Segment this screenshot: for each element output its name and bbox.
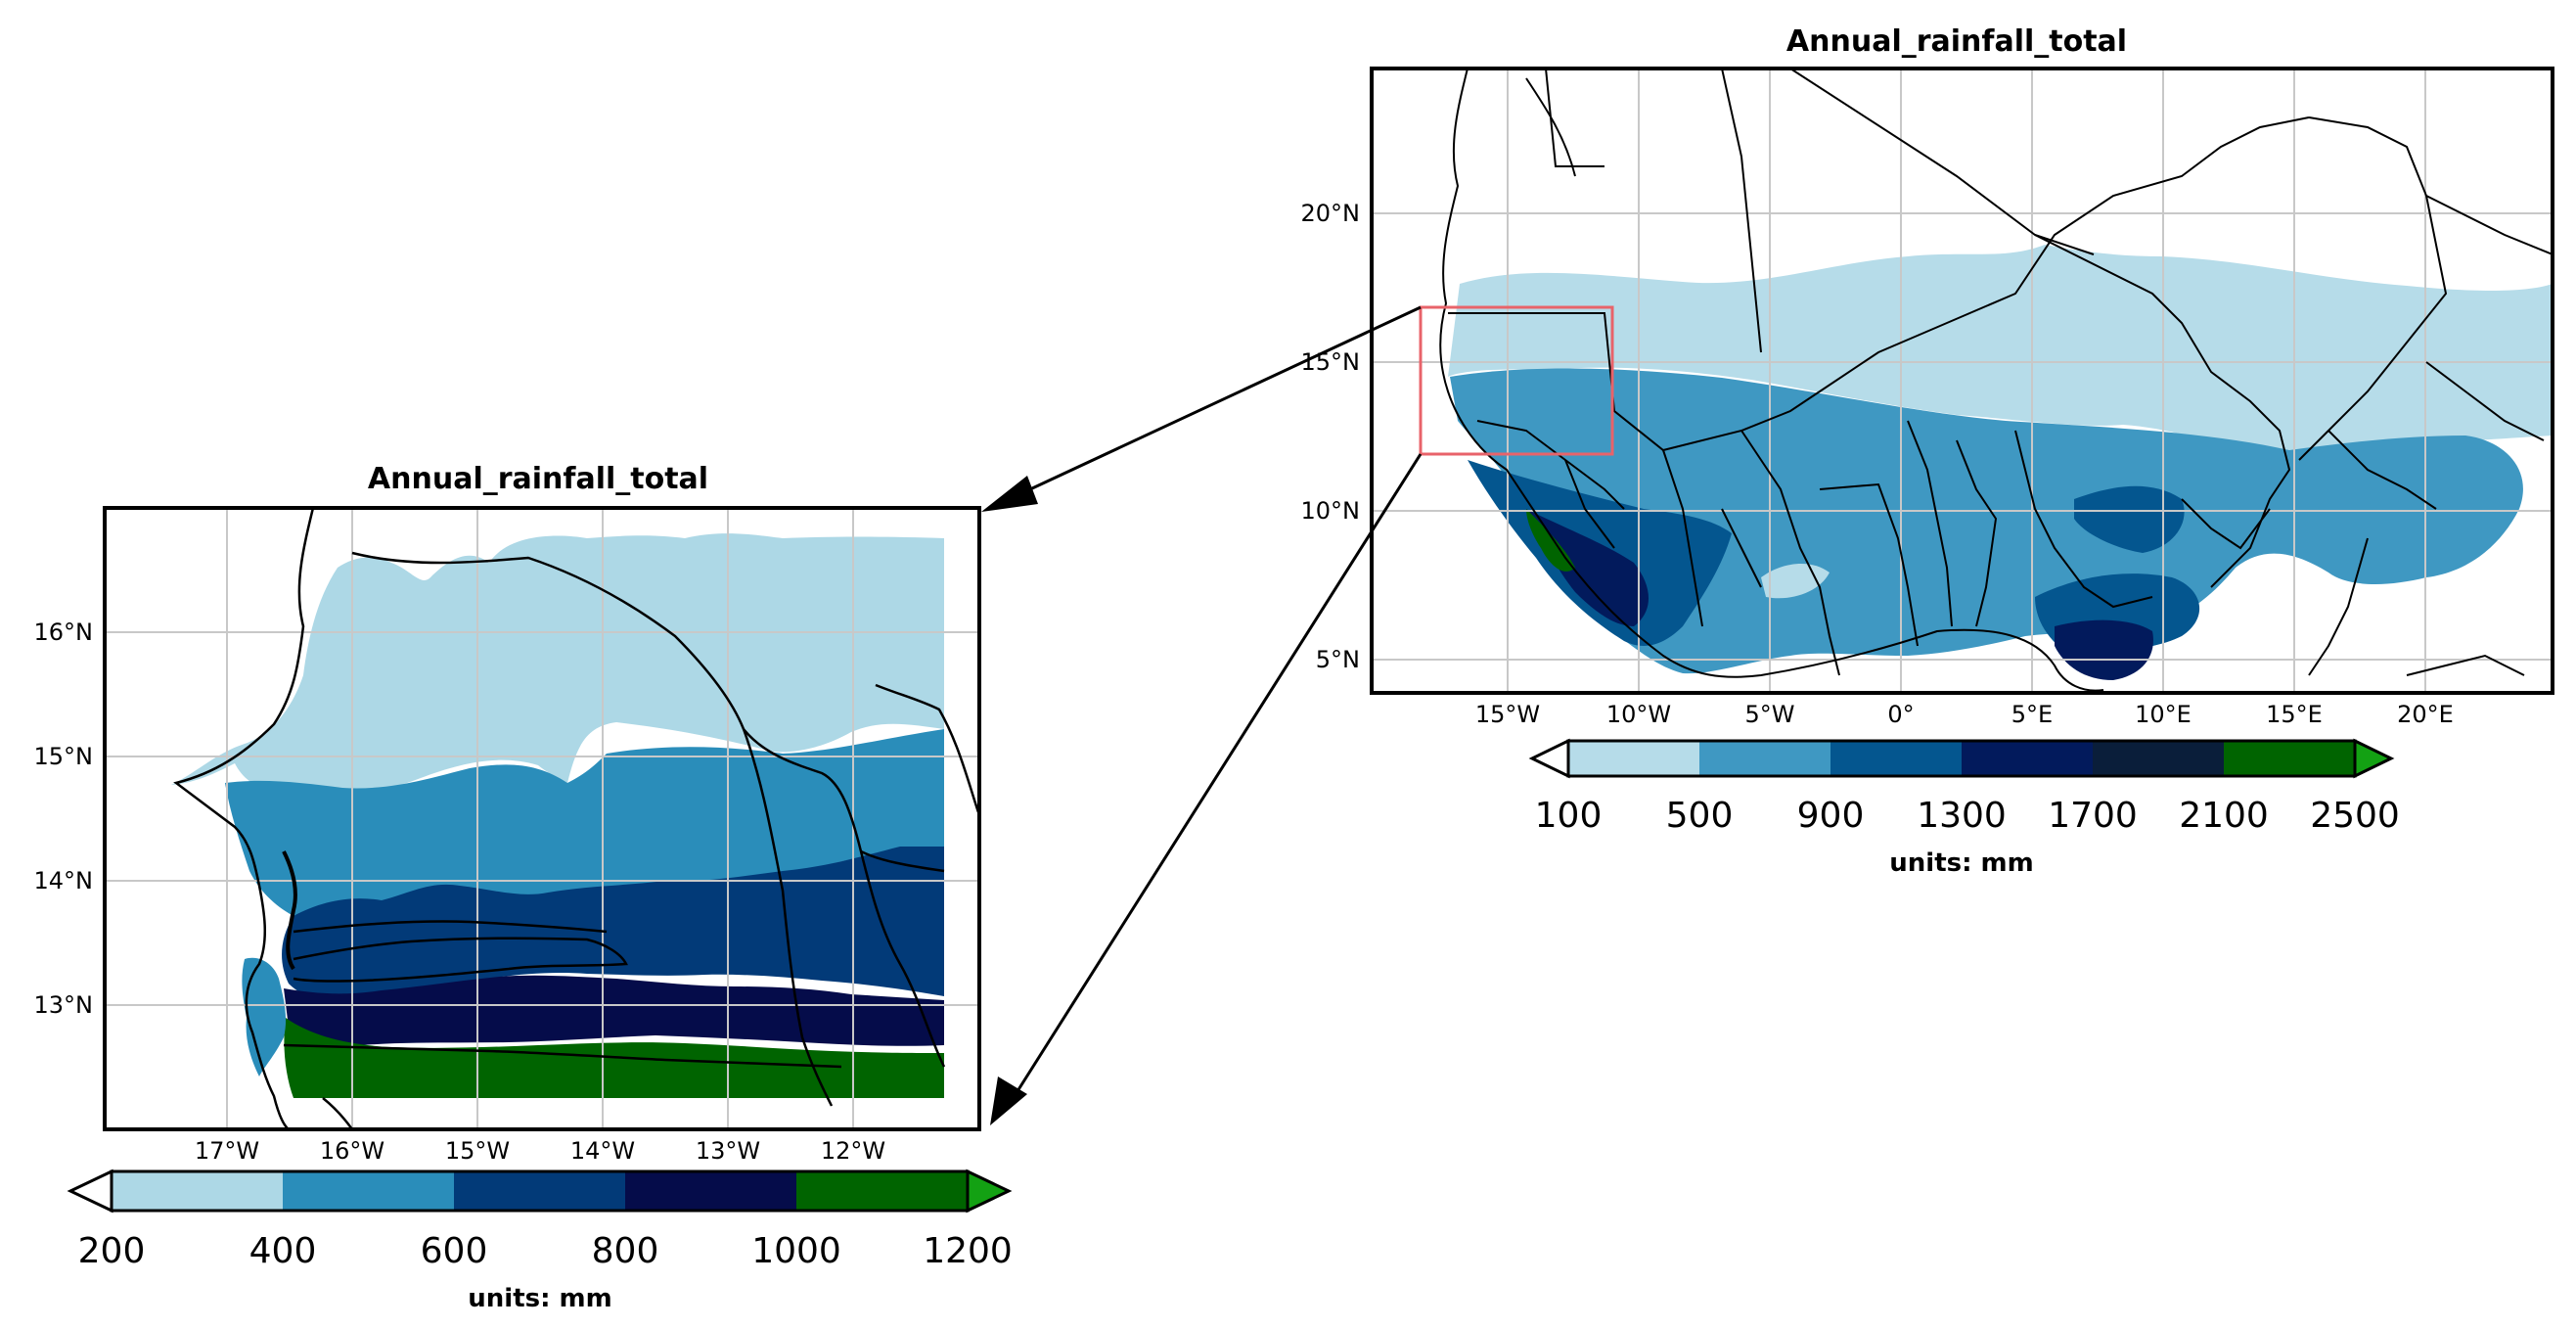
connector-arrows — [981, 305, 1423, 1125]
overview-map-plot — [1370, 67, 2554, 695]
detail-lon-label: 13°W — [696, 1137, 760, 1165]
overview-colorbar-tick: 500 — [1666, 796, 1734, 836]
overview-colorbar-bin — [1568, 741, 1699, 776]
overview-lat-label: 15°N — [1301, 348, 1361, 376]
overview-lon-label: 15°E — [2266, 701, 2323, 728]
detail-lon-label: 17°W — [195, 1137, 259, 1165]
overview-colorbar-bin — [2224, 741, 2355, 776]
detail-lon-label: 16°W — [320, 1137, 384, 1165]
connector-line-top — [1017, 305, 1422, 497]
detail-colorbar-tick: 800 — [592, 1231, 659, 1271]
detail-colorbar-tick: 400 — [249, 1231, 317, 1271]
detail-river — [282, 850, 297, 971]
detail-colorbar — [67, 1169, 1013, 1214]
overview-map-title: Annual_rainfall_total — [1786, 24, 2127, 59]
detail-colorbar-bin — [796, 1171, 968, 1211]
overview-lat-label: 5°N — [1316, 646, 1360, 673]
overview-colorbar-tick: 2500 — [2310, 796, 2400, 836]
connector-arrowhead-top — [981, 476, 1038, 512]
detail-band-200-400 — [171, 533, 944, 800]
detail-lon-label: 15°W — [445, 1137, 510, 1165]
detail-colorbar-bin — [625, 1171, 796, 1211]
overview-lat-label: 10°N — [1301, 497, 1361, 525]
detail-map-plot — [103, 506, 981, 1131]
overview-lat-labels: 20°N 15°N 10°N 5°N — [1301, 200, 1361, 673]
overview-band-500-900 — [1450, 368, 2523, 674]
detail-colorbar-max-arrow — [966, 1169, 1013, 1214]
overview-lon-label: 0° — [1887, 701, 1914, 728]
inset-region-box — [1419, 305, 1614, 456]
detail-map-title: Annual_rainfall_total — [368, 462, 708, 496]
detail-coastal-strip — [242, 957, 287, 1077]
overview-band-900-1300-b — [2074, 485, 2185, 553]
detail-colorbar-tick: 1000 — [751, 1231, 841, 1271]
detail-colorbar-units: units: mm — [468, 1284, 611, 1313]
overview-colorbar — [1528, 738, 2395, 779]
overview-grid — [1372, 69, 2553, 693]
detail-lat-label: 14°N — [34, 867, 94, 894]
connector-arrowhead-bottom — [990, 1077, 1027, 1125]
overview-lat-label: 20°N — [1301, 200, 1361, 227]
overview-colorbar-tick: 1300 — [1917, 796, 2007, 836]
overview-colorbar-bin — [1962, 741, 2093, 776]
overview-map-frame — [1370, 67, 2554, 695]
detail-band-400-600 — [225, 729, 944, 916]
detail-lon-labels: 17°W 16°W 15°W 14°W 13°W 12°W — [195, 1137, 885, 1165]
overview-colorbar-bin — [1830, 741, 1962, 776]
connector-line-bottom — [1016, 453, 1423, 1092]
overview-colorbar-tick: 100 — [1535, 796, 1603, 836]
overview-lon-label: 20°E — [2397, 701, 2454, 728]
detail-band-600-800 — [282, 847, 944, 1001]
detail-borders — [173, 508, 979, 1129]
detail-lon-label: 14°W — [570, 1137, 635, 1165]
detail-colorbar-bin — [112, 1171, 283, 1211]
detail-colorbar-bin — [454, 1171, 625, 1211]
detail-colorbar-ticks: 200 400 600 800 1000 1200 — [78, 1231, 1013, 1271]
detail-map-frame — [103, 506, 981, 1131]
overview-lon-label: 10°E — [2135, 701, 2192, 728]
detail-colorbar-bin — [283, 1171, 454, 1211]
overview-colorbar-bin — [2093, 741, 2224, 776]
detail-band-800-1000 — [284, 975, 944, 1046]
overview-borders — [1439, 69, 2553, 692]
detail-colorbar-tick: 600 — [421, 1231, 488, 1271]
overview-colorbar-tick: 2100 — [2179, 796, 2269, 836]
detail-grid — [105, 508, 979, 1129]
overview-lon-label: 15°W — [1475, 701, 1540, 728]
overview-colorbar-ticks: 100 500 900 1300 1700 2100 2500 — [1535, 796, 2400, 836]
detail-colorbar-tick: 200 — [78, 1231, 146, 1271]
detail-lat-label: 13°N — [34, 991, 94, 1019]
detail-lat-label: 15°N — [34, 743, 94, 770]
overview-colorbar-min-arrow — [1528, 738, 1570, 779]
overview-colorbar-tick: 900 — [1797, 796, 1865, 836]
overview-band-1300-1700-b — [2055, 619, 2153, 680]
overview-lon-label: 10°W — [1606, 701, 1671, 728]
overview-lon-label: 5°W — [1745, 701, 1795, 728]
detail-lon-label: 12°W — [821, 1137, 885, 1165]
overview-colorbar-units: units: mm — [1889, 848, 2033, 878]
overview-colorbar-bin — [1699, 741, 1830, 776]
detail-colorbar-min-arrow — [67, 1169, 113, 1214]
detail-colorbar-tick: 1200 — [923, 1231, 1013, 1271]
overview-colorbar-max-arrow — [2353, 738, 2395, 779]
overview-band-1300-1700 — [1526, 509, 1649, 626]
overview-lon-labels: 15°W 10°W 5°W 0° 5°E 10°E 15°E 20°E — [1475, 701, 2454, 728]
overview-lon-label: 5°E — [2011, 701, 2053, 728]
overview-colorbar-tick: 1700 — [2048, 796, 2138, 836]
detail-lat-labels: 16°N 15°N 14°N 13°N — [34, 619, 94, 1019]
detail-lat-label: 16°N — [34, 619, 94, 646]
